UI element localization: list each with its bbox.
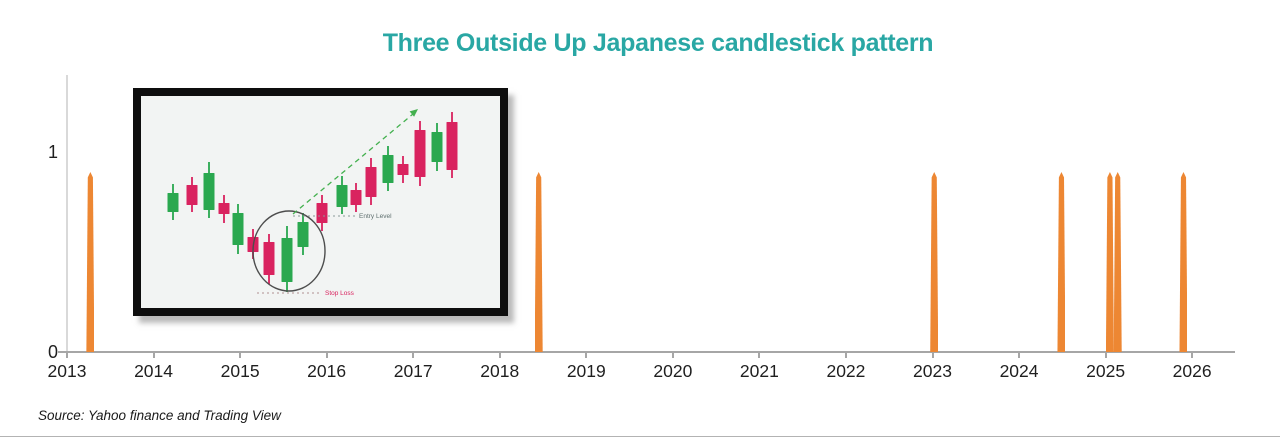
chart-title: Three Outside Up Japanese candlestick pa…	[382, 29, 934, 57]
entry-level-label: Entry Level	[359, 213, 392, 220]
x-tick-label-2016: 2016	[307, 361, 347, 381]
bottom-divider	[0, 436, 1280, 437]
occurrence-spike	[534, 172, 543, 352]
y-axis-line	[66, 75, 68, 352]
x-tick-label-2013: 2013	[47, 361, 87, 381]
x-tick-label-2024: 2024	[999, 361, 1039, 381]
uptrend-dashed-arrow	[292, 113, 414, 215]
occurrence-spike	[1113, 172, 1122, 352]
x-tick-label-2017: 2017	[393, 361, 433, 381]
arrowhead-icon	[409, 109, 418, 117]
x-tick-2022	[844, 353, 847, 358]
x-tick-2016	[325, 353, 328, 358]
bullish-candle	[232, 213, 244, 245]
pattern-highlight-circle	[252, 210, 326, 292]
x-tick-label-2022: 2022	[826, 361, 866, 381]
x-tick-2023	[931, 353, 934, 358]
x-tick-2021	[758, 353, 761, 358]
stop-loss-label: Stop Loss	[325, 290, 355, 297]
occurrence-spike	[1057, 172, 1066, 352]
bullish-candle	[431, 132, 443, 162]
y-tick-label-0: 0	[47, 342, 58, 362]
x-tick-label-2014: 2014	[134, 361, 174, 381]
occurrence-spike	[1105, 172, 1114, 352]
bearish-candle	[350, 190, 362, 205]
bearish-candle	[365, 167, 377, 197]
x-tick-label-2015: 2015	[220, 361, 260, 381]
bearish-candle	[263, 242, 275, 275]
x-tick-2025	[1104, 353, 1107, 358]
x-tick-label-2026: 2026	[1172, 361, 1212, 381]
x-tick-2017	[412, 353, 415, 358]
x-tick-label-2025: 2025	[1086, 361, 1126, 381]
x-tick-label-2020: 2020	[653, 361, 693, 381]
x-tick-2018	[498, 353, 501, 358]
bullish-candle	[382, 155, 394, 183]
bullish-candle	[297, 222, 309, 247]
bearish-candle	[218, 203, 230, 214]
bullish-candle	[281, 238, 293, 282]
x-axis-line	[58, 351, 1235, 353]
x-tick-2020	[671, 353, 674, 358]
bullish-candle	[203, 173, 215, 210]
bearish-candle	[414, 130, 426, 177]
x-tick-label-2023: 2023	[913, 361, 952, 381]
x-tick-2019	[585, 353, 588, 358]
x-tick-2026	[1191, 353, 1194, 358]
bullish-candle	[167, 193, 179, 212]
x-tick-2013	[66, 353, 68, 358]
bearish-candle	[316, 203, 328, 223]
bullish-candle	[336, 185, 348, 207]
x-tick-2015	[239, 353, 242, 358]
source-note: Source: Yahoo finance and Trading View	[38, 408, 281, 423]
bearish-candle	[446, 122, 458, 170]
pattern-inset-image: Entry Level Stop Loss	[133, 88, 508, 316]
occurrence-spike	[86, 172, 95, 352]
occurrence-spike	[930, 172, 939, 352]
y-tick-label-1: 1	[47, 142, 58, 162]
x-tick-2024	[1018, 353, 1021, 358]
candlestick-pattern-illustration: Entry Level Stop Loss	[141, 96, 500, 308]
bearish-candle	[186, 185, 198, 205]
occurrence-spike	[1179, 172, 1188, 352]
x-tick-label-2018: 2018	[480, 361, 520, 381]
x-tick-label-2019: 2019	[566, 361, 606, 381]
x-tick-label-2021: 2021	[739, 361, 779, 381]
x-tick-2014	[152, 353, 155, 358]
bearish-candle	[397, 164, 409, 175]
